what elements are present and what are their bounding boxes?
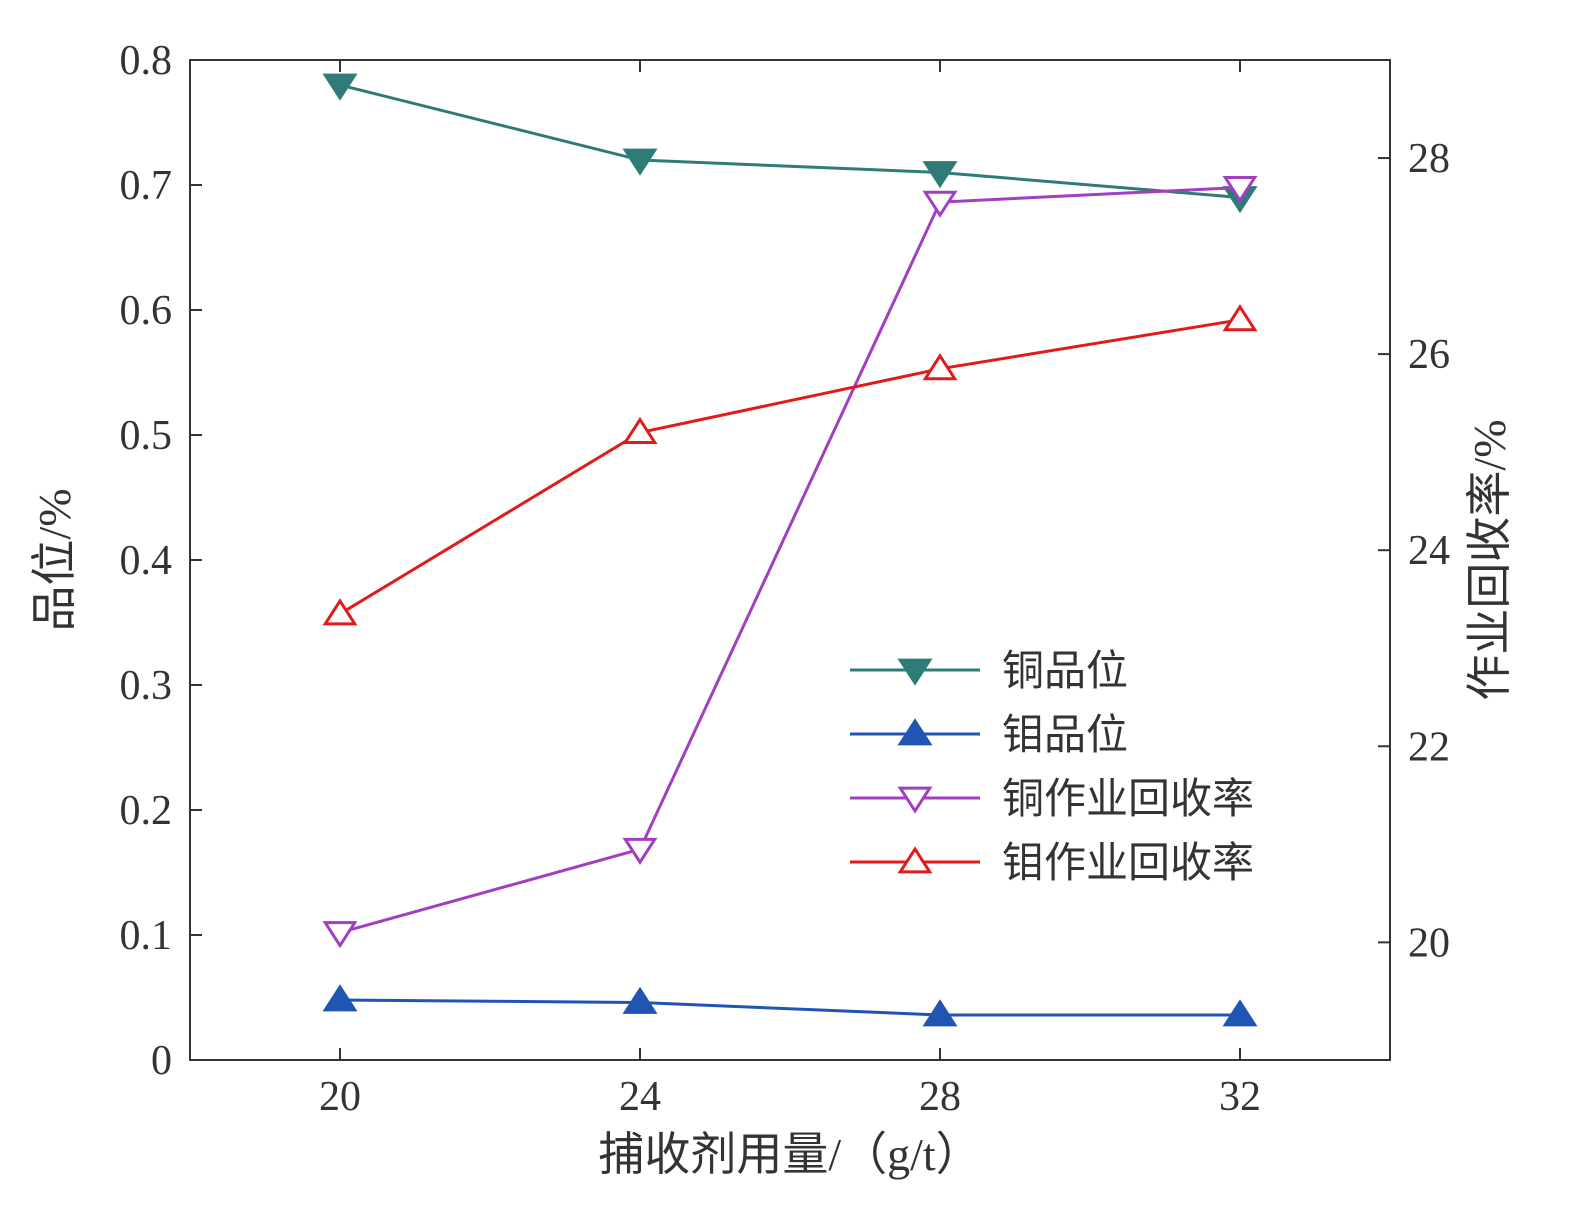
y-left-axis-label: 品位/% [29, 488, 80, 631]
x-tick-label: 32 [1219, 1074, 1261, 1120]
x-tick-label: 28 [919, 1074, 961, 1120]
x-tick-label: 24 [619, 1074, 661, 1120]
legend-label-mo_grade: 钼品位 [1002, 712, 1128, 759]
y-left-tick-label: 0.6 [120, 288, 173, 334]
y-right-tick-label: 20 [1408, 920, 1450, 966]
x-axis-label: 捕收剂用量/（g/t） [598, 1129, 981, 1180]
y-right-tick-label: 28 [1408, 136, 1450, 182]
y-right-tick-label: 22 [1408, 724, 1450, 770]
legend-label-cu_grade: 铜品位 [1002, 648, 1128, 695]
y-left-tick-label: 0.1 [120, 913, 173, 959]
y-left-tick-label: 0 [151, 1038, 172, 1084]
y-right-axis-label: 作业回收率/% [1464, 419, 1515, 700]
y-left-tick-label: 0.2 [120, 788, 173, 834]
chart-container: 20 24 28 32 捕收剂用量/（g/t） 0 0.1 0.2 0.3 0.4 0.5 0.6 0.… [0, 0, 1575, 1206]
y-right-tick-label: 26 [1408, 332, 1450, 378]
x-tick-label: 20 [319, 1074, 361, 1120]
y-left-tick-label: 0.4 [120, 538, 173, 584]
y-left-tick-label: 0.7 [120, 163, 173, 209]
y-left-tick-label: 0.3 [120, 663, 173, 709]
y-left-tick-label: 0.5 [120, 413, 173, 459]
y-right-tick-label: 24 [1408, 528, 1450, 574]
legend-label-cu_recovery: 铜作业回收率 [1002, 776, 1254, 823]
legend-label-mo_recovery: 钼作业回收率 [1002, 840, 1254, 887]
dual-axis-line-chart: 20 24 28 32 捕收剂用量/（g/t） 0 0.1 0.2 0.3 0.4 0.5 0.6 0.… [0, 0, 1575, 1206]
y-left-tick-label: 0.8 [120, 38, 173, 84]
